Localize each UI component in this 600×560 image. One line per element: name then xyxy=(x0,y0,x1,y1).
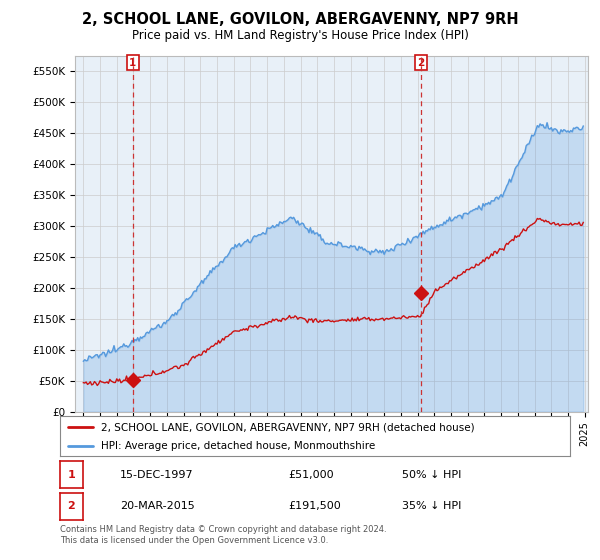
Text: 2, SCHOOL LANE, GOVILON, ABERGAVENNY, NP7 9RH: 2, SCHOOL LANE, GOVILON, ABERGAVENNY, NP… xyxy=(82,12,518,27)
Text: 15-DEC-1997: 15-DEC-1997 xyxy=(120,470,194,480)
Text: 35% ↓ HPI: 35% ↓ HPI xyxy=(402,501,461,511)
Text: 1: 1 xyxy=(68,470,75,480)
Text: 2: 2 xyxy=(418,58,425,68)
Text: £51,000: £51,000 xyxy=(288,470,334,480)
Text: 2: 2 xyxy=(68,501,75,511)
Text: Contains HM Land Registry data © Crown copyright and database right 2024.
This d: Contains HM Land Registry data © Crown c… xyxy=(60,525,386,545)
Text: 1: 1 xyxy=(129,58,136,68)
Text: 50% ↓ HPI: 50% ↓ HPI xyxy=(402,470,461,480)
Text: 2, SCHOOL LANE, GOVILON, ABERGAVENNY, NP7 9RH (detached house): 2, SCHOOL LANE, GOVILON, ABERGAVENNY, NP… xyxy=(101,422,475,432)
Text: Price paid vs. HM Land Registry's House Price Index (HPI): Price paid vs. HM Land Registry's House … xyxy=(131,29,469,42)
Text: 20-MAR-2015: 20-MAR-2015 xyxy=(120,501,195,511)
Text: £191,500: £191,500 xyxy=(288,501,341,511)
Text: HPI: Average price, detached house, Monmouthshire: HPI: Average price, detached house, Monm… xyxy=(101,441,375,451)
